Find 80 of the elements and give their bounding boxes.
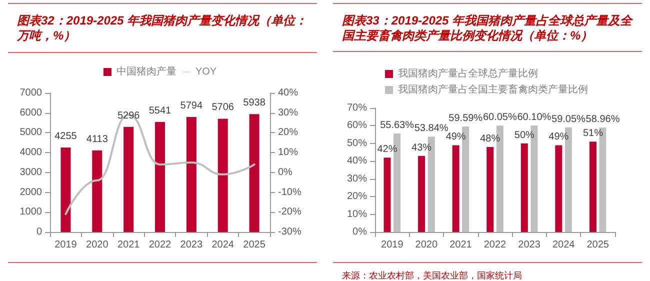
data-label: 50% [514,130,534,141]
data-label: 4113 [86,134,108,145]
x-tick-label: 2021 [117,240,140,250]
y-tick-label: 40% [346,156,368,167]
y2-tick-label: 40% [278,88,298,98]
chart-title: 图表33：2019-2025 年我国猪肉产量占全球总产量及全国主要畜禽肉类产量比例变化情况（单位：%） [342,14,634,42]
bar [418,156,426,232]
bar [589,142,596,232]
legend-label: 我国猪肉产量占全国主要畜禽肉类产量比例 [398,84,588,96]
source-note: 来源：农业农村部，美国农业部，国家统计局 [342,270,522,280]
bar [452,145,460,232]
legend-label: 中国猪肉产量 [116,66,176,78]
data-label: 43% [412,142,432,154]
x-tick-label: 2025 [586,240,610,250]
data-label: 60.10% [517,112,552,124]
y-tick-label: 3000 [20,166,42,178]
y-tick-label: 10% [346,208,368,220]
bar [486,146,494,232]
bar [155,122,165,232]
legend-label: 我国猪肉产量占全球总产量比例 [398,68,538,80]
data-label: 4255 [54,131,78,142]
x-tick-label: 2024 [552,240,576,250]
bar [249,114,260,232]
x-tick-label: 2025 [243,240,266,250]
y-tick-label: 5000 [20,127,42,138]
bar [92,150,102,232]
data-label: 5541 [148,105,172,116]
y2-tick-label: 0% [278,166,293,178]
y2-tick-label: -20% [278,206,302,218]
data-label: 53.84% [414,123,448,134]
y2-tick-label: -30% [278,226,302,238]
y-tick-label: 7000 [20,88,42,98]
y-tick-label: 0% [352,226,368,238]
bar [218,118,228,232]
y-tick-label: 50% [346,138,368,149]
data-label: 51% [582,128,604,140]
data-label: 59.59% [448,112,483,124]
legend-label: YOY [195,66,217,78]
y-tick-label: 1000 [20,206,42,218]
data-label: 49% [446,132,466,143]
bar [520,143,528,232]
x-tick-label: 2019 [381,240,404,250]
data-label: 42% [377,144,398,156]
bar [186,116,196,232]
data-label: 5938 [243,98,266,109]
y-tick-label: 2000 [20,186,42,198]
x-tick-label: 2020 [415,240,438,250]
data-label: 5794 [180,100,203,112]
y-tick-label: 0 [36,226,42,238]
x-tick-label: 2020 [86,240,109,250]
bar [60,148,71,232]
bar [384,158,391,232]
y2-tick-label: 10% [278,147,298,158]
y-tick-label: 60% [346,120,368,132]
y-tick-label: 4000 [20,147,42,158]
x-tick-label: 2023 [180,240,203,250]
data-label: 58.96% [586,114,620,126]
x-tick-label: 2022 [484,240,507,250]
bar [124,126,134,232]
y2-tick-label: 30% [278,107,298,118]
x-tick-label: 2022 [148,240,172,250]
data-label: 59.05% [552,114,586,125]
x-tick-label: 2024 [212,240,234,250]
data-label: 5296 [117,110,140,122]
y-tick-label: 70% [346,102,368,114]
chart-title: 图表32：2019-2025 年我国猪肉产量变化情况（单位：万吨，%） [16,14,308,42]
y2-tick-label: 20% [278,127,298,138]
x-tick-label: 2021 [450,240,472,250]
data-label: 55.63% [380,120,414,131]
bar [555,145,562,232]
y-tick-label: 30% [346,173,368,184]
data-label: 60.05% [482,112,517,124]
data-label: 48% [480,133,500,144]
y-tick-label: 20% [346,191,368,202]
x-tick-label: 2023 [518,240,541,250]
y2-tick-label: -10% [278,186,302,198]
y-tick-label: 6000 [20,107,42,118]
data-label: 49% [548,132,569,143]
x-tick-label: 2019 [54,240,78,250]
data-label: 5706 [212,102,234,114]
